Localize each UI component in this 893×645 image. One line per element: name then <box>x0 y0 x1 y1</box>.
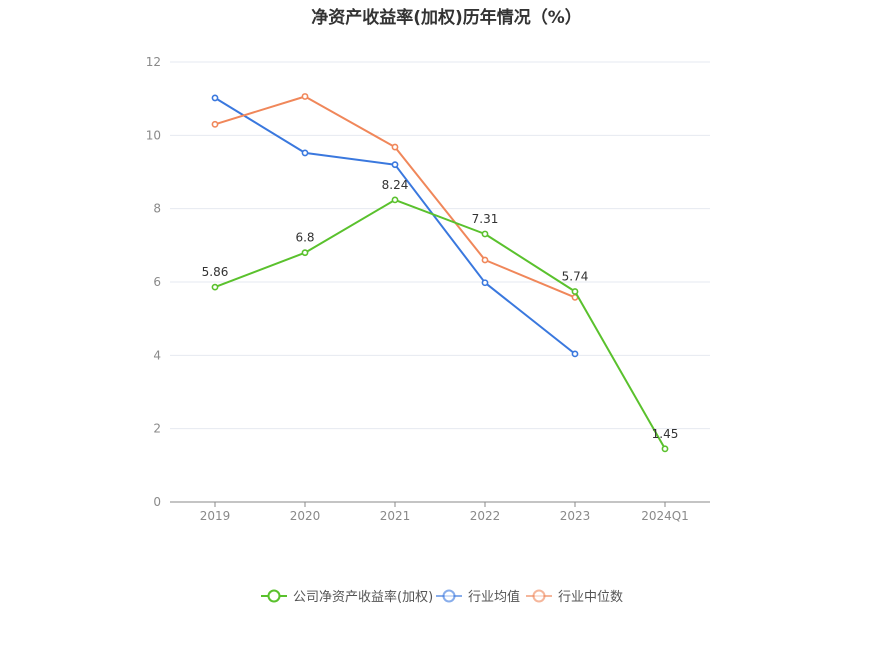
y-tick-label: 12 <box>146 55 161 69</box>
data-point <box>571 350 579 358</box>
legend-item[interactable]: 公司净资产收益率(加权) <box>261 589 433 605</box>
x-tick-label: 2019 <box>200 509 231 523</box>
y-tick-label: 6 <box>153 275 161 289</box>
legend-item[interactable]: 行业均值 <box>436 589 520 605</box>
data-point <box>481 230 489 238</box>
legend-marker <box>442 589 456 603</box>
data-label: 8.24 <box>382 178 409 192</box>
x-tick-label: 2023 <box>560 509 591 523</box>
x-tick-label: 2020 <box>290 509 321 523</box>
chart-title: 净资产收益率(加权)历年情况（%） <box>311 8 582 28</box>
series-line <box>214 198 666 450</box>
data-label: 7.31 <box>472 212 499 226</box>
data-label: 6.8 <box>295 231 314 245</box>
data-point <box>391 143 399 151</box>
data-label: 5.74 <box>562 270 589 284</box>
y-tick-label: 10 <box>146 128 161 142</box>
legend-label: 公司净资产收益率(加权) <box>293 589 433 605</box>
legend-label: 行业均值 <box>468 589 520 605</box>
x-tick-label: 2022 <box>470 509 501 523</box>
data-point <box>211 94 219 102</box>
data-label: 5.86 <box>202 265 229 279</box>
legend-marker <box>532 589 546 603</box>
x-tick-label: 2021 <box>380 509 411 523</box>
x-tick-label: 2024Q1 <box>641 509 689 523</box>
data-point <box>391 161 399 169</box>
data-point <box>301 149 309 157</box>
series-line <box>214 97 576 355</box>
legend-marker <box>267 589 281 603</box>
data-point <box>481 279 489 287</box>
data-point <box>301 249 309 257</box>
data-point <box>391 196 399 204</box>
y-tick-label: 0 <box>153 495 161 509</box>
data-point <box>481 256 489 264</box>
legend-label: 行业中位数 <box>558 590 623 605</box>
data-point <box>301 93 309 100</box>
data-point <box>661 445 669 453</box>
y-tick-label: 8 <box>153 202 161 216</box>
data-label: 1.45 <box>652 427 679 441</box>
data-point <box>211 283 219 291</box>
data-point <box>211 120 219 128</box>
data-point <box>571 288 579 295</box>
y-tick-label: 2 <box>153 422 161 436</box>
y-tick-label: 4 <box>153 348 161 362</box>
legend-item[interactable]: 行业中位数 <box>526 589 623 605</box>
